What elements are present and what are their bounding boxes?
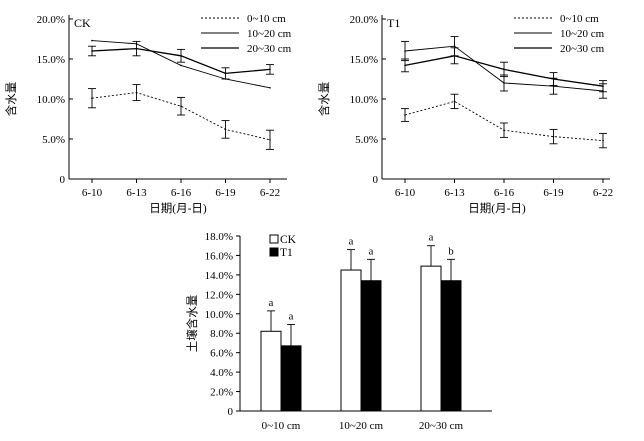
legend-label: T1 <box>280 247 293 259</box>
data-point <box>91 97 93 99</box>
x-tick-label: 6-13 <box>126 187 147 199</box>
x-tick-label: 6-10 <box>395 187 416 199</box>
legend-label: 0~10 cm <box>247 13 286 25</box>
significance-label: a <box>349 236 354 248</box>
data-point <box>91 50 93 52</box>
data-point <box>602 85 604 87</box>
data-point <box>91 39 93 42</box>
y-tick-label: 18.0% <box>205 231 233 243</box>
y-tick-label: 15.0% <box>37 54 65 66</box>
y-tick-label: 20.0% <box>350 14 378 26</box>
y-tick-label: 16.0% <box>205 250 233 262</box>
y-tick-label: 0 <box>228 406 234 418</box>
data-point <box>602 139 604 142</box>
data-point <box>453 45 456 47</box>
legend-swatch <box>269 247 279 257</box>
bar-CK <box>340 269 362 412</box>
bar-CK <box>420 265 442 412</box>
panel-label: T1 <box>387 16 400 30</box>
significance-label: b <box>448 245 454 257</box>
bar-T1 <box>440 280 462 412</box>
data-point <box>180 55 182 57</box>
y-axis-label: 含水量 <box>317 82 331 117</box>
x-tick-label: 6-16 <box>171 187 192 199</box>
x-tick-label: 0~10 cm <box>262 420 301 432</box>
y-tick-label: 0 <box>373 174 379 186</box>
data-point <box>552 78 555 80</box>
bar-CK <box>260 330 282 412</box>
x-axis-label: 日期(月-日) <box>149 202 207 215</box>
y-tick-label: 6.0% <box>210 348 233 360</box>
x-tick-label: 6-13 <box>444 187 465 199</box>
significance-label: a <box>289 310 294 322</box>
y-tick-label: 20.0% <box>37 14 65 26</box>
line-chart-ck: 0 5.0% 10.0% 15.0% 20.0% 6-10 6-13 6-16 6-19 6-22… <box>4 13 292 215</box>
data-point <box>269 87 271 89</box>
data-point <box>224 72 227 75</box>
bar-T1 <box>280 345 302 412</box>
data-point <box>453 100 456 103</box>
x-tick-label: 20~30 cm <box>419 420 464 432</box>
data-point <box>503 129 505 131</box>
y-tick-label: 5.0% <box>42 134 65 146</box>
y-axis-label: 含水量 <box>4 82 18 117</box>
data-point <box>552 135 555 138</box>
x-tick-label: 6-16 <box>494 187 515 199</box>
legend-label: 10~20 cm <box>560 28 605 40</box>
legend-label: 0~10 cm <box>560 13 599 25</box>
data-point <box>135 91 138 94</box>
bar-chart-soil-moisture: 0 2.0% 4.0% 6.0% 8.0% 10.0% 12.0% 14.0% 16.0% 18.… <box>185 231 492 432</box>
data-point <box>404 50 406 52</box>
data-point <box>404 64 406 67</box>
x-tick-label: 6-22 <box>593 187 613 199</box>
series-line-10~20 cm <box>91 40 271 89</box>
data-point <box>503 68 505 71</box>
y-tick-label: 10.0% <box>37 94 65 106</box>
data-point <box>404 114 406 116</box>
y-tick-label: 12.0% <box>205 289 233 301</box>
data-point <box>135 47 138 50</box>
y-tick-label: 14.0% <box>205 270 233 282</box>
x-tick-label: 10~20 cm <box>339 420 384 432</box>
data-point <box>503 82 505 84</box>
x-axis-label: 日期(月-日) <box>468 202 526 215</box>
y-tick-label: 0 <box>60 174 66 186</box>
legend-label: 20~30 cm <box>560 43 605 55</box>
line-chart-t1: 0 5.0% 10.0% 15.0% 20.0% 6-10 6-13 6-16 6-19 6-22… <box>317 13 613 215</box>
y-tick-label: 10.0% <box>350 94 378 106</box>
legend-label: 20~30 cm <box>247 43 292 55</box>
y-tick-label: 2.0% <box>210 387 233 399</box>
y-tick-label: 10.0% <box>205 309 233 321</box>
significance-label: a <box>369 245 374 257</box>
data-point <box>224 128 227 131</box>
y-tick-label: 4.0% <box>210 367 233 379</box>
significance-label: a <box>429 232 434 244</box>
x-tick-label: 6-10 <box>82 187 103 199</box>
y-tick-label: 5.0% <box>355 134 378 146</box>
data-point <box>269 68 271 71</box>
legend-label: 10~20 cm <box>247 28 292 40</box>
y-axis-label: 土壤含水量 <box>185 295 199 353</box>
data-point <box>180 64 182 67</box>
data-point <box>180 105 182 107</box>
x-tick-label: 6-19 <box>543 187 564 199</box>
x-tick-label: 6-22 <box>260 187 280 199</box>
legend-label: CK <box>280 234 297 246</box>
y-tick-label: 15.0% <box>350 54 378 66</box>
data-point <box>453 55 456 57</box>
x-tick-label: 6-19 <box>215 187 236 199</box>
panel-label: CK <box>74 16 91 30</box>
data-point <box>269 139 271 141</box>
bar-T1 <box>360 280 382 412</box>
significance-label: a <box>269 297 274 309</box>
series-line-0~10 cm <box>91 92 271 141</box>
y-tick-label: 8.0% <box>210 328 233 340</box>
legend-swatch <box>269 234 279 244</box>
